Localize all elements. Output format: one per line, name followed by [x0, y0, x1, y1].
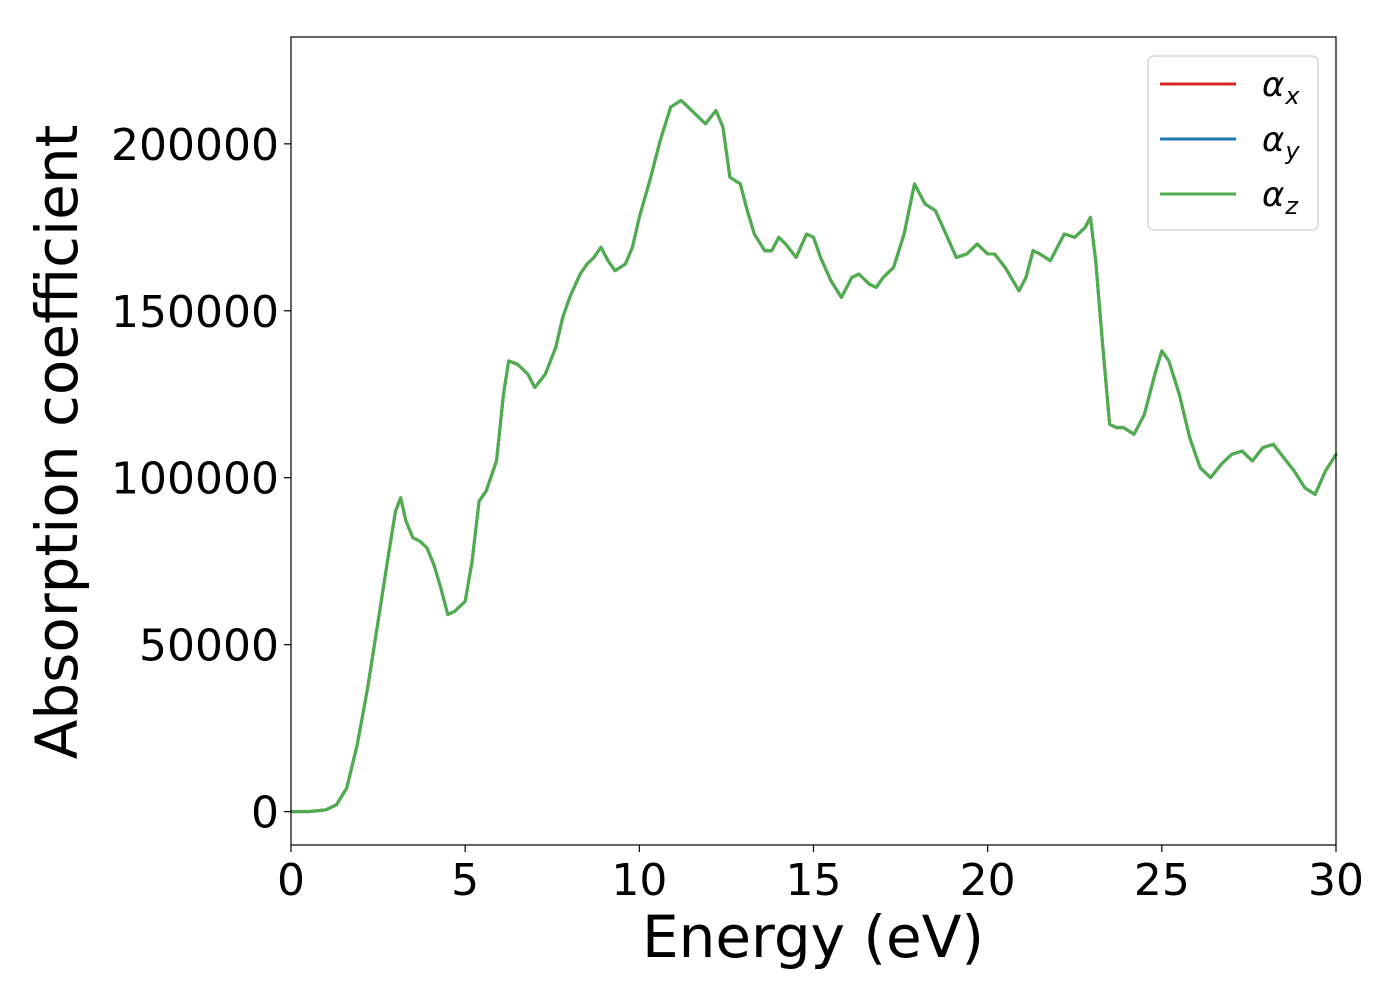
x-axis-ticks: 0 5 10 15 20 25 30 [277, 845, 1364, 906]
y-tick-label: 150000 [111, 287, 279, 338]
y-tick-label: 50000 [139, 621, 279, 672]
x-tick-label: 0 [277, 855, 305, 906]
y-tick-label: 0 [251, 788, 279, 839]
x-tick-label: 25 [1134, 855, 1190, 906]
x-tick-label: 30 [1308, 855, 1364, 906]
x-tick-label: 5 [451, 855, 479, 906]
y-tick-label: 200000 [111, 120, 279, 171]
y-tick-label: 100000 [111, 454, 279, 505]
x-tick-label: 20 [960, 855, 1016, 906]
x-axis-label: Energy (eV) [642, 903, 984, 971]
x-tick-label: 10 [611, 855, 667, 906]
x-tick-label: 15 [786, 855, 842, 906]
y-axis-label: Absorption coefficient [23, 125, 91, 760]
legend-box [1147, 55, 1319, 231]
series-line-2 [289, 98, 1338, 814]
y-axis-ticks: 0 50000 100000 150000 200000 [111, 120, 291, 839]
